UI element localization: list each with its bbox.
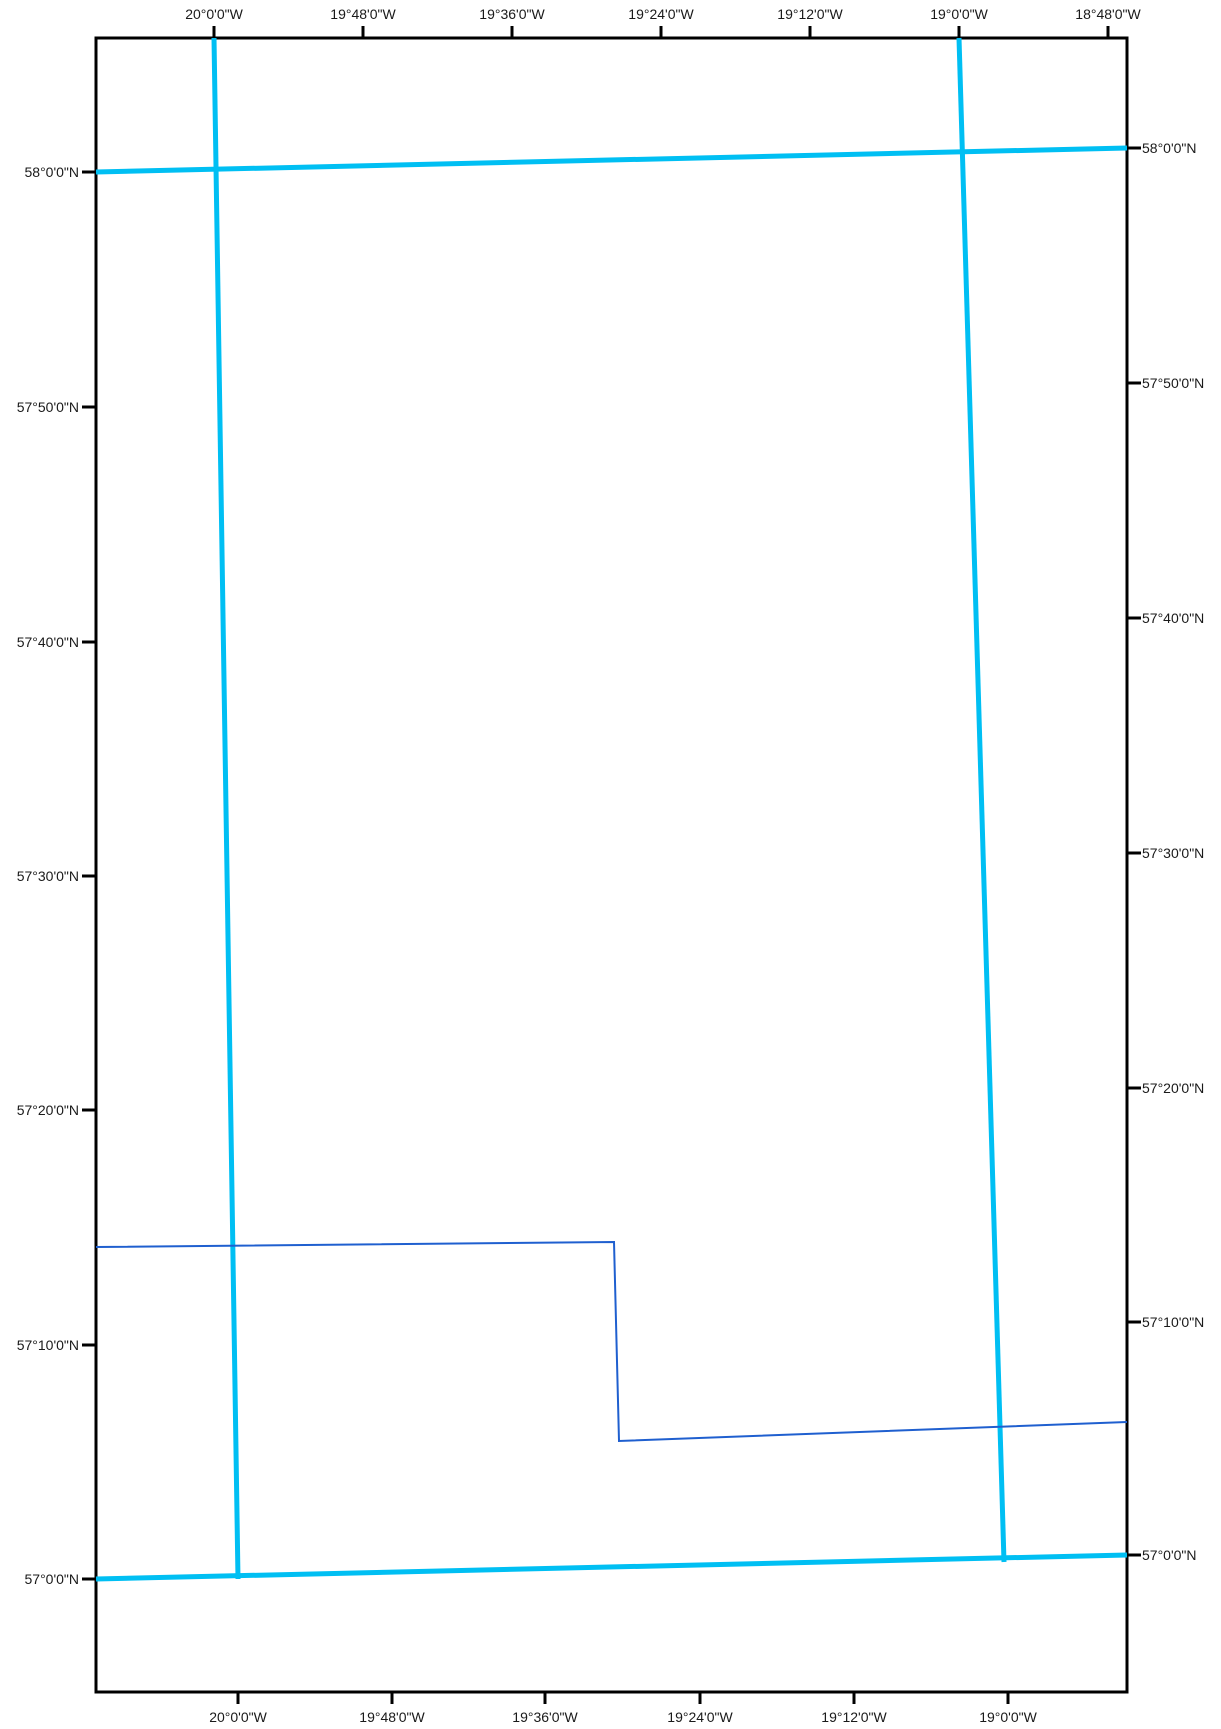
bottom-tick-label-19-36-0-w: 19°36'0"W [512, 1709, 578, 1725]
bottom-tick-label-20-0-0-w: 20°0'0"W [209, 1709, 267, 1725]
boundary-line [95, 1240, 1128, 1443]
bottom-tick-label-19-12-0-w: 19°12'0"W [821, 1709, 887, 1725]
top-tick-label-19-48-0-w: 19°48'0"W [330, 6, 396, 22]
graticule-lat-58-line [95, 145, 1128, 175]
top-tick-label-18-48-0-w: 18°48'0"W [1075, 6, 1141, 22]
left-ticks: 58°0'0"N 57°50'0"N 57°40'0"N 57°30'0"N 57°20… [17, 164, 96, 1587]
top-ticks: 20°0'0"W 19°48'0"W 19°36'0"W 19°24'0"W 19°12… [185, 6, 1141, 38]
right-tick-label-57-10-0-n: 57°10'0"N [1142, 1314, 1204, 1330]
right-tick-label-57-50-0-n: 57°50'0"N [1142, 375, 1204, 391]
left-tick-label-57-40-0-n: 57°40'0"N [17, 634, 79, 650]
right-tick-label-57-30-0-n: 57°30'0"N [1142, 845, 1204, 861]
right-tick-label-57-40-0-n: 57°40'0"N [1142, 610, 1204, 626]
top-tick-label-19-24-0-w: 19°24'0"W [628, 6, 694, 22]
left-tick-label-57-20-0-n: 57°20'0"N [17, 1102, 79, 1118]
right-ticks: 58°0'0"N 57°50'0"N 57°40'0"N 57°30'0"N 57°20… [1127, 140, 1204, 1563]
right-tick-label-57-20-0-n: 57°20'0"N [1142, 1080, 1204, 1096]
top-tick-label-20-0-0-w: 20°0'0"W [185, 6, 243, 22]
left-tick-label-57-0-0-n: 57°0'0"N [25, 1571, 80, 1587]
bottom-tick-label-19-24-0-w: 19°24'0"W [667, 1709, 733, 1725]
graticule-lon-20w-line [211, 37, 241, 1580]
bottom-tick-label-19-0-0-w: 19°0'0"W [979, 1709, 1037, 1725]
left-tick-label-57-30-0-n: 57°30'0"N [17, 868, 79, 884]
graticule-lon-19w-line [956, 37, 1007, 1563]
top-tick-label-19-0-0-w: 19°0'0"W [930, 6, 988, 22]
left-tick-label-57-50-0-n: 57°50'0"N [17, 399, 79, 415]
bottom-ticks: 20°0'0"W 19°48'0"W 19°36'0"W 19°24'0"W 19°12… [209, 1692, 1038, 1725]
right-tick-label-57-0-0-n: 57°0'0"N [1142, 1547, 1197, 1563]
map-frame [94, 36, 1129, 1694]
left-tick-label-58-0-0-n: 58°0'0"N [25, 164, 80, 180]
top-tick-label-19-12-0-w: 19°12'0"W [777, 6, 843, 22]
graticule-lat-57-line [95, 1552, 1128, 1582]
bottom-tick-label-19-48-0-w: 19°48'0"W [359, 1709, 425, 1725]
graticule [95, 37, 1128, 1582]
top-tick-label-19-36-0-w: 19°36'0"W [479, 6, 545, 22]
right-tick-label-58-0-0-n: 58°0'0"N [1142, 140, 1197, 156]
left-tick-label-57-10-0-n: 57°10'0"N [17, 1337, 79, 1353]
